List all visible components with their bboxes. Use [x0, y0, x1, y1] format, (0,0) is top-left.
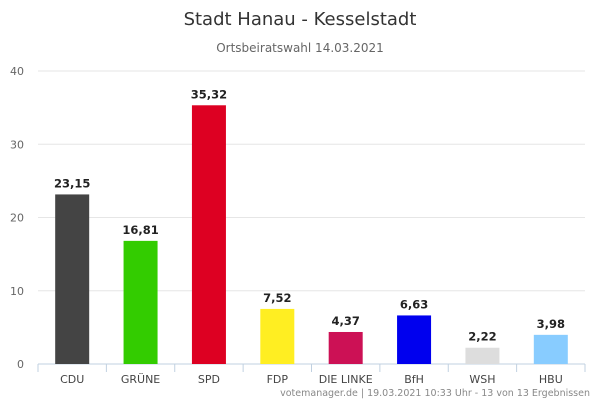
data-label: 23,15 — [54, 176, 90, 190]
x-tick-label: WSH — [469, 373, 495, 386]
credits-text[interactable]: votemanager.de | 19.03.2021 10:33 Uhr - … — [280, 388, 590, 399]
chart-subtitle: Ortsbeiratswahl 14.03.2021 — [216, 41, 384, 55]
y-tick-label: 40 — [10, 65, 24, 78]
data-label: 6,63 — [400, 297, 428, 311]
data-label: 16,81 — [122, 223, 158, 237]
gridlines — [38, 70, 585, 365]
data-label: 4,37 — [332, 314, 360, 328]
bar-wsh[interactable] — [465, 347, 500, 364]
bar-spd[interactable] — [191, 105, 226, 364]
x-tick-label: SPD — [198, 373, 220, 386]
data-label: 2,22 — [468, 330, 496, 344]
x-tick-label: GRÜNE — [121, 373, 160, 386]
bar-bfh[interactable] — [397, 315, 432, 364]
chart-title: Stadt Hanau - Kesselstadt — [184, 9, 417, 30]
bars — [55, 105, 568, 364]
y-tick-label: 20 — [10, 212, 24, 225]
x-axis: CDU GRÜNE SPD FDP DIE LINKE BfH WSH HBU — [37, 364, 586, 386]
bar-die-linke[interactable] — [328, 331, 363, 364]
x-tick-label: HBU — [539, 373, 563, 386]
data-labels: 23,15 16,81 35,32 7,52 4,37 6,63 2,22 3,98 — [54, 87, 565, 343]
bar-hbu[interactable] — [533, 334, 568, 364]
y-tick-label: 30 — [10, 138, 24, 151]
x-tick-label: DIE LINKE — [319, 373, 373, 386]
x-tick-label: CDU — [60, 373, 84, 386]
bar-cdu[interactable] — [55, 194, 90, 364]
y-axis: 0 10 20 30 40 — [10, 65, 24, 371]
data-label: 3,98 — [537, 317, 565, 331]
data-label: 7,52 — [263, 291, 291, 305]
data-label: 35,32 — [191, 87, 227, 101]
y-tick-label: 0 — [17, 358, 24, 371]
y-tick-label: 10 — [10, 285, 24, 298]
x-tick-label: BfH — [404, 373, 424, 386]
bar-gr-ne[interactable] — [123, 240, 158, 364]
x-tick-label: FDP — [267, 373, 289, 386]
bar-fdp[interactable] — [260, 308, 295, 364]
